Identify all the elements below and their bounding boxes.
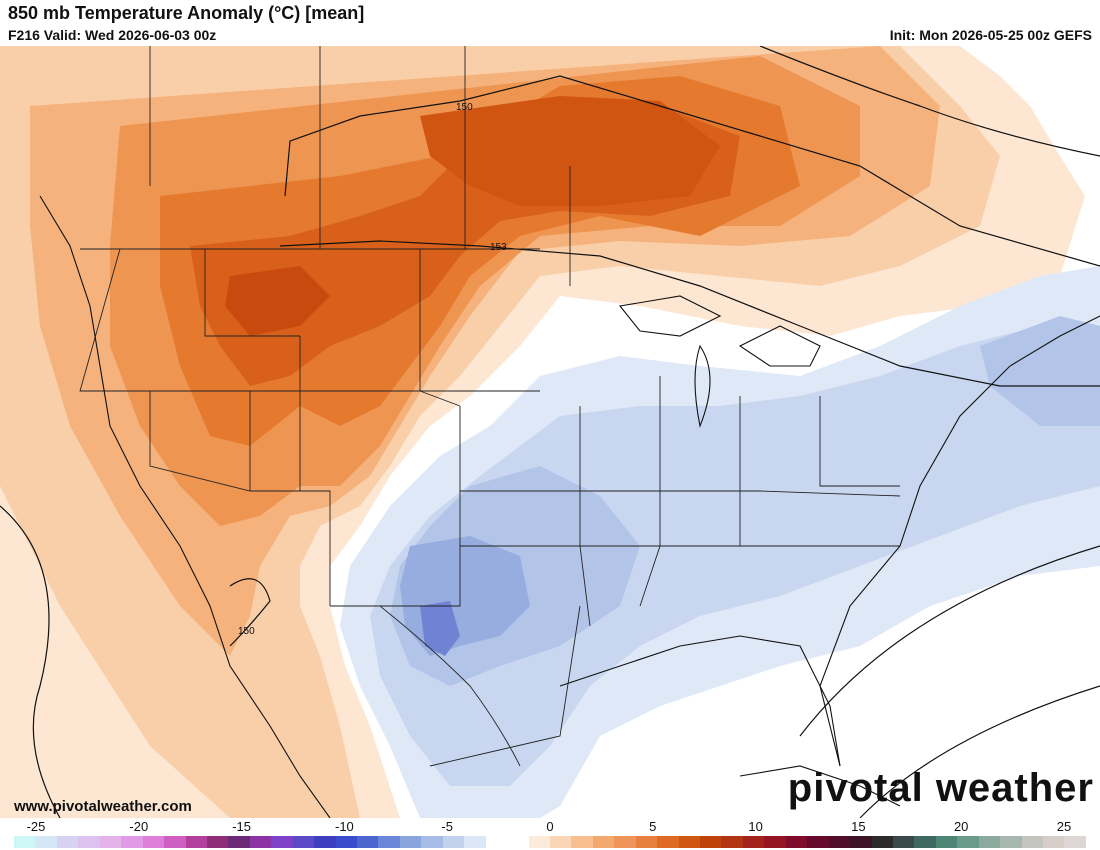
colorbar-segment <box>99 836 122 848</box>
political-borders <box>79 46 901 767</box>
brand-logo: pivotal weather <box>787 766 1094 810</box>
colorbar-segment <box>700 836 722 848</box>
colorbar-segment <box>592 836 615 848</box>
colorbar-segment <box>78 836 100 848</box>
colorbar-segment <box>657 836 679 848</box>
colorbar-segment <box>828 836 851 848</box>
colorbar-segment <box>850 836 872 848</box>
colorbar-segment <box>785 836 808 848</box>
contour-label: 150 <box>238 626 255 637</box>
colorbar-tick-label: -25 <box>26 819 46 834</box>
colorbar-segment <box>271 836 293 848</box>
colorbar-segment <box>35 836 57 848</box>
colorbar-tick-label: -20 <box>129 819 149 834</box>
colorbar-segment <box>206 836 229 848</box>
colorbar-segment <box>807 836 829 848</box>
colorbar-segment <box>249 836 272 848</box>
colorbar-tick-label: 10 <box>748 819 763 834</box>
colorbar-segment <box>914 836 936 848</box>
colorbar-segment <box>721 836 743 848</box>
colorbar-segment <box>378 836 400 848</box>
colorbar-segment <box>1064 836 1086 848</box>
colorbar-segment <box>614 836 636 848</box>
colorbar-segment <box>935 836 958 848</box>
colorbar-segment <box>892 836 915 848</box>
colorbar-segment <box>121 836 143 848</box>
colorbar-segment <box>1000 836 1022 848</box>
colorbar-segment <box>764 836 786 848</box>
contour-label: 150 <box>456 102 473 113</box>
init-time: Init: Mon 2026-05-25 00z GEFS <box>889 27 1092 43</box>
colorbar-segment <box>549 836 572 848</box>
colorbar-segment <box>1021 836 1043 848</box>
colorbar-tick-label: -5 <box>441 819 453 834</box>
colorbar-tick-label: 20 <box>953 819 969 834</box>
colorbar-segment <box>357 836 379 848</box>
colorbar-segment <box>314 836 336 848</box>
colorbar-segment <box>957 836 979 848</box>
anomaly-map[interactable]: 150 153 150 <box>0 46 1100 818</box>
colorbar-segment <box>228 836 250 848</box>
colorbar-segment <box>164 836 186 848</box>
colorbar-segment <box>142 836 165 848</box>
contour-label: 153 <box>490 242 507 253</box>
height-contours <box>0 46 1100 818</box>
colorbar-segment <box>56 836 79 848</box>
colorbar-segment <box>635 836 658 848</box>
colorbar-segment <box>485 836 508 848</box>
colorbar-tick-label: 25 <box>1056 819 1072 834</box>
colorbar-segment <box>978 836 1001 848</box>
website-label: www.pivotalweather.com <box>14 798 192 815</box>
colorbar-tick-label: -15 <box>232 819 251 834</box>
colorbar <box>14 836 1086 848</box>
contour-labels: 150 153 150 <box>238 102 507 637</box>
colorbar-segment <box>571 836 593 848</box>
colorbar-segment <box>292 836 315 848</box>
colorbar-tick-label: 15 <box>851 819 866 834</box>
colorbar-segment <box>871 836 893 848</box>
colorbar-tick-label: 5 <box>649 819 657 834</box>
colorbar-segment <box>335 836 357 848</box>
colorbar-tick-label: 0 <box>546 819 554 834</box>
colorbar-ticks: -25 -20 -15 -10 -5 0 5 10 15 20 25 <box>14 819 1086 835</box>
map-title: 850 mb Temperature Anomaly (°C) [mean] <box>8 3 365 23</box>
warm-anomaly-region <box>0 46 1085 818</box>
map-header: 850 mb Temperature Anomaly (°C) [mean] F… <box>0 0 1100 46</box>
cool-anomaly-region <box>340 266 1100 818</box>
colorbar-segment <box>421 836 443 848</box>
coastlines <box>39 195 1100 818</box>
valid-time: F216 Valid: Wed 2026-06-03 00z <box>8 27 217 43</box>
colorbar-segment <box>14 836 36 848</box>
colorbar-segment <box>528 836 550 848</box>
colorbar-segment <box>507 836 529 848</box>
colorbar-segment <box>464 836 486 848</box>
colorbar-segment <box>1043 836 1065 848</box>
colorbar-segment <box>442 836 465 848</box>
colorbar-segment <box>678 836 700 848</box>
colorbar-segment <box>399 836 422 848</box>
colorbar-segment <box>185 836 207 848</box>
colorbar-tick-label: -10 <box>334 819 354 834</box>
colorbar-segment <box>742 836 765 848</box>
